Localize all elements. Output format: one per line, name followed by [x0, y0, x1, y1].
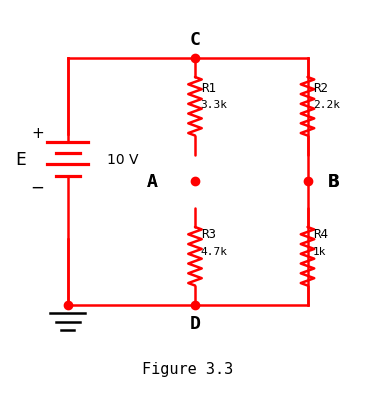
- Text: A: A: [147, 173, 158, 191]
- Text: D: D: [189, 315, 200, 332]
- Text: R1: R1: [201, 82, 216, 95]
- Text: 3.3k: 3.3k: [201, 100, 228, 110]
- Text: B: B: [328, 173, 339, 191]
- Text: 10 V: 10 V: [107, 153, 138, 167]
- Text: R4: R4: [313, 228, 328, 241]
- Text: +: +: [31, 126, 44, 141]
- Text: A: A: [147, 173, 158, 191]
- Text: −: −: [31, 178, 44, 196]
- Text: C: C: [189, 31, 200, 49]
- Text: R2: R2: [313, 82, 328, 95]
- Text: B: B: [328, 173, 339, 191]
- Text: E: E: [15, 150, 26, 168]
- Text: 1k: 1k: [313, 246, 327, 256]
- Text: 2.2k: 2.2k: [313, 100, 340, 110]
- Text: Figure 3.3: Figure 3.3: [142, 361, 233, 376]
- Text: 4.7k: 4.7k: [201, 246, 228, 256]
- Text: R3: R3: [201, 228, 216, 241]
